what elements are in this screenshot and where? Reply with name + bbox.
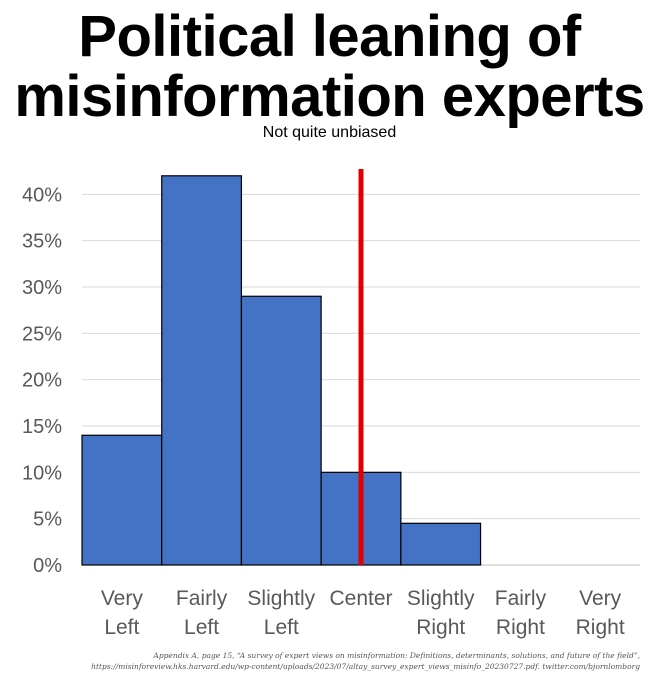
y-tick-label: 30% <box>22 277 62 299</box>
x-tick-label: Center <box>329 587 392 610</box>
x-tick-label: Left <box>264 616 299 639</box>
y-tick-label: 15% <box>22 416 62 438</box>
y-tick-label: 0% <box>33 555 62 577</box>
x-tick-label: Fairly <box>495 587 547 610</box>
y-tick-label: 35% <box>22 231 62 253</box>
bar-chart: 0% 5% 10% 15% 20% 25% 30% 35% 40% Very Left Fairly… <box>22 169 640 639</box>
bar <box>81 434 163 566</box>
chart-subtitle: Not quite unbiased <box>262 124 397 141</box>
chart-title-line-2: misinformation experts <box>14 64 645 129</box>
source-note-line-1: Appendix A, page 15, “A survey of expert… <box>153 651 640 660</box>
bars <box>81 175 482 566</box>
y-tick-label: 25% <box>22 323 62 345</box>
x-tick-label: Slightly <box>247 587 315 610</box>
y-tick-label: 40% <box>22 184 62 206</box>
x-tick-label: Very <box>101 587 144 610</box>
x-axis-ticks: Very Left Fairly Left Slightly Left Center Slig… <box>101 587 625 639</box>
x-tick-label: Very <box>579 587 622 610</box>
y-tick-label: 10% <box>22 462 62 484</box>
x-tick-label: Right <box>496 616 545 639</box>
bar <box>161 175 243 566</box>
bar <box>400 522 482 566</box>
x-tick-label: Fairly <box>176 587 228 610</box>
x-tick-label: Right <box>416 616 465 639</box>
chart-title-line-1: Political leaning of <box>78 4 581 69</box>
x-tick-label: Slightly <box>407 587 475 610</box>
bar <box>240 295 322 566</box>
source-note-line-2: https://misinforeview.hks.harvard.edu/wp… <box>91 662 640 671</box>
y-tick-label: 20% <box>22 370 62 392</box>
x-tick-label: Left <box>184 616 219 639</box>
x-tick-label: Right <box>576 616 625 639</box>
y-tick-label: 5% <box>33 509 62 531</box>
y-axis-ticks: 0% 5% 10% 15% 20% 25% 30% 35% 40% <box>22 184 62 577</box>
x-tick-label: Left <box>104 616 139 639</box>
